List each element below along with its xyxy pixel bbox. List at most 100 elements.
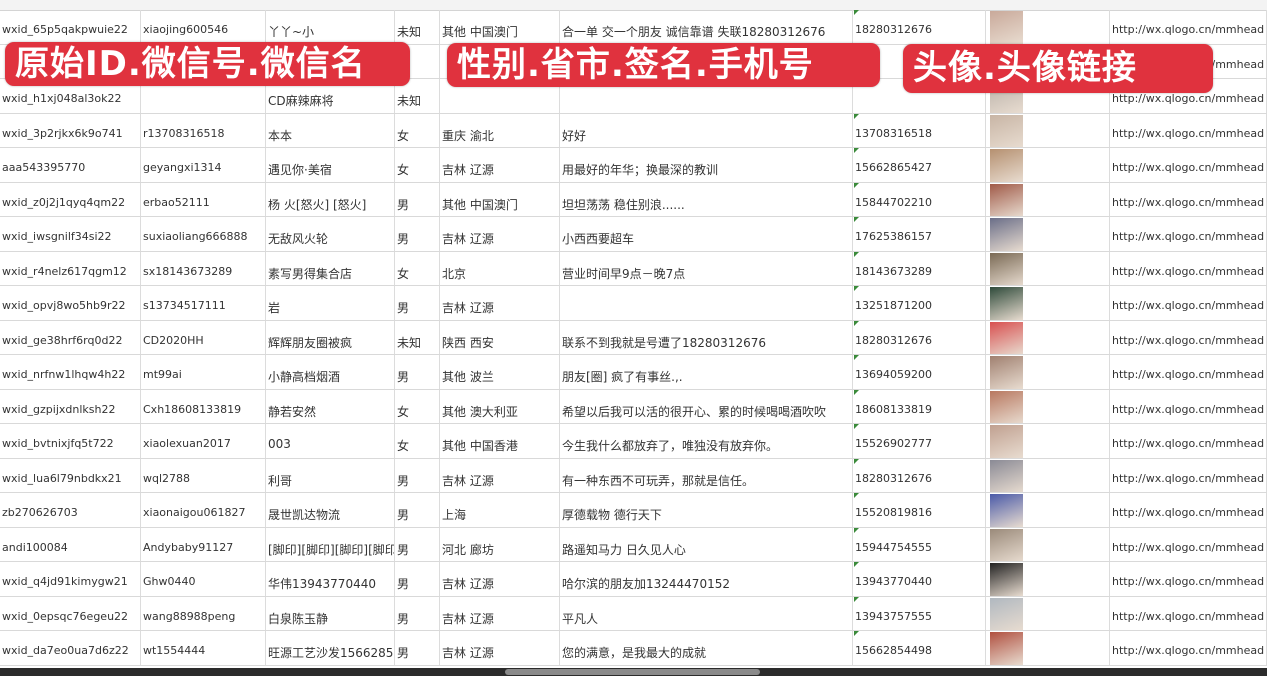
cell-avatar[interactable]: [986, 10, 1110, 44]
cell-original-id[interactable]: wxid_h1xj048al3ok22: [0, 79, 141, 113]
cell-gender[interactable]: 女: [395, 424, 440, 458]
cell-avatar-link[interactable]: http://wx.qlogo.cn/mmhead: [1110, 286, 1267, 320]
cell-signature[interactable]: 路遥知马力 日久见人心: [560, 527, 853, 561]
cell-avatar[interactable]: [986, 320, 1110, 354]
cell-wechat-id[interactable]: erbao52111: [141, 182, 266, 216]
cell-wechat-id[interactable]: xiaolexuan2017: [141, 424, 266, 458]
cell-region[interactable]: 吉林 辽源: [440, 596, 560, 630]
cell-wechat-name[interactable]: 杨 火[怒火] [怒火]: [266, 182, 395, 216]
horizontal-scrollbar[interactable]: [505, 669, 760, 675]
cell-phone[interactable]: 15844702210: [853, 182, 986, 216]
cell-region[interactable]: 吉林 辽源: [440, 286, 560, 320]
cell-region[interactable]: 北京: [440, 251, 560, 285]
cell-original-id[interactable]: wxid_gzpijxdnlksh22: [0, 389, 141, 423]
cell-wechat-name[interactable]: 岩: [266, 286, 395, 320]
cell-wechat-id[interactable]: wt1554444: [141, 631, 266, 665]
cell-wechat-name[interactable]: 旺源工艺沙发15662854: [266, 631, 395, 665]
cell-avatar[interactable]: [986, 527, 1110, 561]
cell-gender[interactable]: 女: [395, 148, 440, 182]
cell-avatar-link[interactable]: http://wx.qlogo.cn/mmhead: [1110, 562, 1267, 596]
cell-gender[interactable]: 未知: [395, 10, 440, 44]
cell-avatar-link[interactable]: http://wx.qlogo.cn/mmhead: [1110, 596, 1267, 630]
cell-region[interactable]: 陕西 西安: [440, 320, 560, 354]
cell-original-id[interactable]: aaa543395770: [0, 148, 141, 182]
cell-original-id[interactable]: wxid_0epsqc76egeu22: [0, 596, 141, 630]
cell-phone[interactable]: 13708316518: [853, 113, 986, 147]
cell-phone[interactable]: 13251871200: [853, 286, 986, 320]
cell-region[interactable]: 重庆 渝北: [440, 113, 560, 147]
cell-avatar[interactable]: [986, 424, 1110, 458]
cell-avatar-link[interactable]: http://wx.qlogo.cn/mmhead: [1110, 424, 1267, 458]
cell-gender[interactable]: 男: [395, 355, 440, 389]
cell-phone[interactable]: 13943757555: [853, 596, 986, 630]
cell-gender[interactable]: 男: [395, 458, 440, 492]
cell-gender[interactable]: 男: [395, 527, 440, 561]
cell-wechat-id[interactable]: geyangxi1314: [141, 148, 266, 182]
cell-avatar-link[interactable]: http://wx.qlogo.cn/mmhead: [1110, 320, 1267, 354]
cell-avatar[interactable]: [986, 631, 1110, 665]
cell-avatar-link[interactable]: http://wx.qlogo.cn/mmhead: [1110, 148, 1267, 182]
cell-signature[interactable]: 营业时间早9点－晚7点: [560, 251, 853, 285]
cell-original-id[interactable]: wxid_nrfnw1lhqw4h22: [0, 355, 141, 389]
cell-avatar-link[interactable]: http://wx.qlogo.cn/mmhead: [1110, 458, 1267, 492]
cell-gender[interactable]: 男: [395, 286, 440, 320]
cell-wechat-id[interactable]: r13708316518: [141, 113, 266, 147]
cell-avatar[interactable]: [986, 389, 1110, 423]
cell-avatar-link[interactable]: http://wx.qlogo.cn/mmhead: [1110, 217, 1267, 251]
cell-region[interactable]: 其他 中国澳门: [440, 10, 560, 44]
cell-avatar[interactable]: [986, 355, 1110, 389]
cell-gender[interactable]: 男: [395, 596, 440, 630]
cell-region[interactable]: 其他 中国澳门: [440, 182, 560, 216]
cell-wechat-name[interactable]: 华伟13943770440: [266, 562, 395, 596]
cell-wechat-id[interactable]: wql2788: [141, 458, 266, 492]
cell-avatar[interactable]: [986, 113, 1110, 147]
cell-wechat-name[interactable]: CD麻辣麻将: [266, 79, 395, 113]
cell-original-id[interactable]: wxid_bvtnixjfq5t722: [0, 424, 141, 458]
cell-gender[interactable]: 男: [395, 493, 440, 527]
cell-signature[interactable]: 今生我什么都放弃了，唯独没有放弃你。: [560, 424, 853, 458]
cell-region[interactable]: 吉林 辽源: [440, 217, 560, 251]
cell-gender[interactable]: 男: [395, 217, 440, 251]
cell-original-id[interactable]: wxid_r4nelz617qgm12: [0, 251, 141, 285]
cell-phone[interactable]: 13694059200: [853, 355, 986, 389]
cell-wechat-id[interactable]: Andybaby91127: [141, 527, 266, 561]
cell-phone[interactable]: 18143673289: [853, 251, 986, 285]
cell-original-id[interactable]: wxid_q4jd91kimygw21: [0, 562, 141, 596]
cell-phone[interactable]: 17625386157: [853, 217, 986, 251]
cell-signature[interactable]: 用最好的年华；换最深的教训: [560, 148, 853, 182]
cell-gender[interactable]: 未知: [395, 320, 440, 354]
cell-avatar[interactable]: [986, 458, 1110, 492]
cell-signature[interactable]: 朋友[圈] 疯了有事丝.,.: [560, 355, 853, 389]
cell-gender[interactable]: 未知: [395, 79, 440, 113]
cell-avatar[interactable]: [986, 251, 1110, 285]
cell-original-id[interactable]: wxid_da7eo0ua7d6z22: [0, 631, 141, 665]
cell-wechat-name[interactable]: 利哥: [266, 458, 395, 492]
cell-wechat-id[interactable]: suxiaoliang666888: [141, 217, 266, 251]
cell-wechat-id[interactable]: xiaojing600546: [141, 10, 266, 44]
cell-avatar-link[interactable]: http://wx.qlogo.cn/mmhead: [1110, 10, 1267, 44]
cell-region[interactable]: 上海: [440, 493, 560, 527]
cell-wechat-name[interactable]: 遇见你·美宿: [266, 148, 395, 182]
cell-phone[interactable]: 13943770440: [853, 562, 986, 596]
cell-signature[interactable]: 哈尔滨的朋友加13244470152: [560, 562, 853, 596]
cell-wechat-name[interactable]: 晟世凯达物流: [266, 493, 395, 527]
cell-avatar-link[interactable]: http://wx.qlogo.cn/mmhead: [1110, 355, 1267, 389]
cell-signature[interactable]: 小西西要超车: [560, 217, 853, 251]
cell-phone[interactable]: 18280312676: [853, 458, 986, 492]
cell-avatar-link[interactable]: http://wx.qlogo.cn/mmhead: [1110, 251, 1267, 285]
cell-wechat-name[interactable]: 丫丫~小: [266, 10, 395, 44]
cell-wechat-id[interactable]: s13734517111: [141, 286, 266, 320]
cell-phone[interactable]: 18280312676: [853, 320, 986, 354]
cell-wechat-id[interactable]: sx18143673289: [141, 251, 266, 285]
cell-avatar-link[interactable]: http://wx.qlogo.cn/mmhead: [1110, 182, 1267, 216]
cell-avatar[interactable]: [986, 596, 1110, 630]
cell-gender[interactable]: 男: [395, 182, 440, 216]
cell-wechat-id[interactable]: Ghw0440: [141, 562, 266, 596]
cell-phone[interactable]: 18280312676: [853, 10, 986, 44]
cell-gender[interactable]: 女: [395, 251, 440, 285]
cell-wechat-id[interactable]: Cxh18608133819: [141, 389, 266, 423]
cell-phone[interactable]: 15520819816: [853, 493, 986, 527]
cell-wechat-name[interactable]: 白泉陈玉静: [266, 596, 395, 630]
cell-signature[interactable]: 好好: [560, 113, 853, 147]
cell-avatar[interactable]: [986, 217, 1110, 251]
